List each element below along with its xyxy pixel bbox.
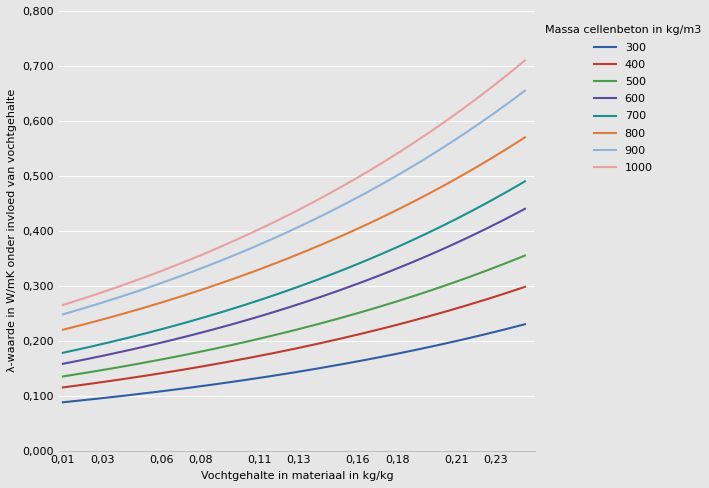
600 — [209, 326, 218, 332]
1000 — [392, 151, 401, 157]
300 — [209, 382, 218, 387]
Legend: 300, 400, 500, 600, 700, 800, 900, 1000: 300, 400, 500, 600, 700, 800, 900, 1000 — [545, 25, 701, 173]
400 — [394, 322, 403, 327]
600 — [59, 361, 67, 366]
400 — [350, 333, 358, 339]
900 — [394, 172, 403, 178]
900 — [392, 173, 401, 179]
700 — [350, 263, 358, 268]
400 — [242, 356, 250, 362]
900 — [209, 261, 218, 266]
700 — [242, 302, 250, 307]
600 — [394, 265, 403, 271]
800 — [394, 206, 403, 212]
300 — [59, 399, 67, 405]
900 — [520, 88, 529, 94]
Line: 300: 300 — [63, 324, 525, 402]
500 — [392, 299, 401, 305]
600 — [242, 317, 250, 323]
800 — [114, 312, 123, 318]
700 — [520, 179, 529, 184]
500 — [350, 311, 358, 317]
800 — [242, 271, 250, 277]
Line: 700: 700 — [63, 182, 525, 353]
500 — [59, 373, 67, 379]
400 — [520, 284, 529, 290]
800 — [520, 134, 529, 140]
Line: 400: 400 — [63, 287, 525, 387]
300 — [350, 359, 358, 365]
800 — [350, 227, 358, 233]
X-axis label: Vochtgehalte in materiaal in kg/kg: Vochtgehalte in materiaal in kg/kg — [201, 471, 393, 481]
700 — [209, 312, 218, 318]
700 — [114, 337, 123, 343]
600 — [350, 283, 358, 288]
400 — [392, 322, 401, 328]
600 — [114, 349, 123, 355]
1000 — [242, 233, 250, 239]
800 — [59, 327, 67, 333]
Line: 1000: 1000 — [63, 61, 525, 305]
Line: 600: 600 — [63, 209, 525, 364]
900 — [242, 247, 250, 253]
500 — [520, 253, 529, 259]
Y-axis label: λ-waarde in W/mK onder invloed van vochtgehalte: λ-waarde in W/mK onder invloed van vocht… — [7, 89, 17, 372]
1000 — [350, 177, 358, 183]
1000 — [59, 302, 67, 308]
300 — [520, 321, 529, 327]
700 — [392, 244, 401, 250]
400 — [209, 362, 218, 367]
700 — [394, 244, 403, 249]
700 — [59, 350, 67, 356]
500 — [242, 339, 250, 345]
1000 — [394, 150, 403, 156]
Line: 500: 500 — [63, 256, 525, 376]
500 — [394, 298, 403, 304]
300 — [394, 350, 403, 356]
500 — [209, 346, 218, 352]
Line: 800: 800 — [63, 137, 525, 330]
Line: 900: 900 — [63, 91, 525, 314]
600 — [520, 206, 529, 212]
1000 — [114, 284, 123, 289]
400 — [59, 385, 67, 390]
900 — [59, 311, 67, 317]
300 — [242, 377, 250, 383]
900 — [350, 197, 358, 203]
900 — [114, 295, 123, 301]
400 — [114, 377, 123, 383]
300 — [392, 351, 401, 357]
800 — [209, 283, 218, 289]
600 — [392, 266, 401, 272]
800 — [392, 207, 401, 213]
500 — [114, 365, 123, 370]
1000 — [520, 58, 529, 63]
1000 — [209, 247, 218, 253]
300 — [114, 393, 123, 399]
